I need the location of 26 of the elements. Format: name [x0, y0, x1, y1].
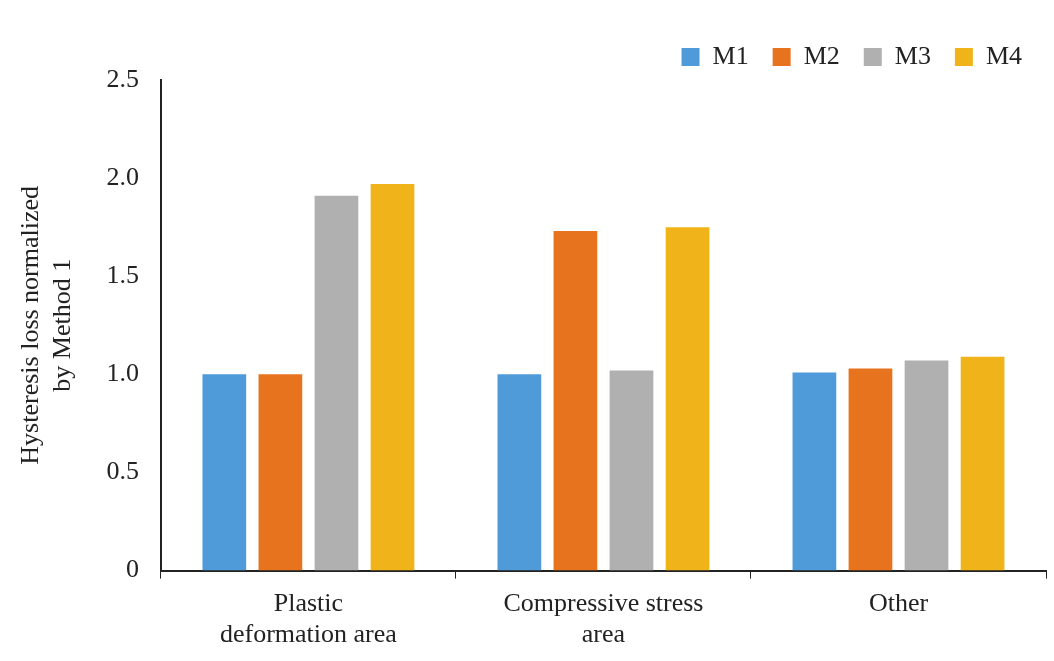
bar: [665, 227, 710, 571]
bar: [609, 370, 654, 571]
bar: [258, 374, 303, 571]
x-tick-label: Other: [868, 588, 929, 618]
bar: [314, 195, 359, 571]
bar: [848, 368, 893, 571]
bar: [792, 372, 837, 571]
y-tick-label: 1.0: [106, 358, 139, 388]
y-tick-label: 1.5: [106, 260, 139, 290]
legend-label: M1: [712, 40, 749, 70]
y-axis-title: Hysteresis loss normalized by Method 1: [15, 185, 76, 465]
y-tick-label: 0: [125, 554, 139, 584]
bar: [370, 184, 415, 571]
y-tick-label: 2.5: [106, 63, 139, 93]
legend-label: M4: [985, 40, 1023, 70]
bar: [960, 356, 1005, 571]
x-tick-label: Compressive stress area: [503, 588, 704, 649]
legend-label: M3: [894, 40, 931, 70]
bar: [553, 231, 598, 571]
x-tick-label: Plastic deformation area: [219, 588, 398, 649]
legend-label: M2: [803, 40, 840, 70]
bar: [904, 360, 949, 571]
bar: [497, 374, 542, 571]
y-tick-label: 2.0: [106, 161, 139, 191]
y-tick-label: 0.5: [106, 456, 139, 486]
bar: [202, 374, 247, 571]
